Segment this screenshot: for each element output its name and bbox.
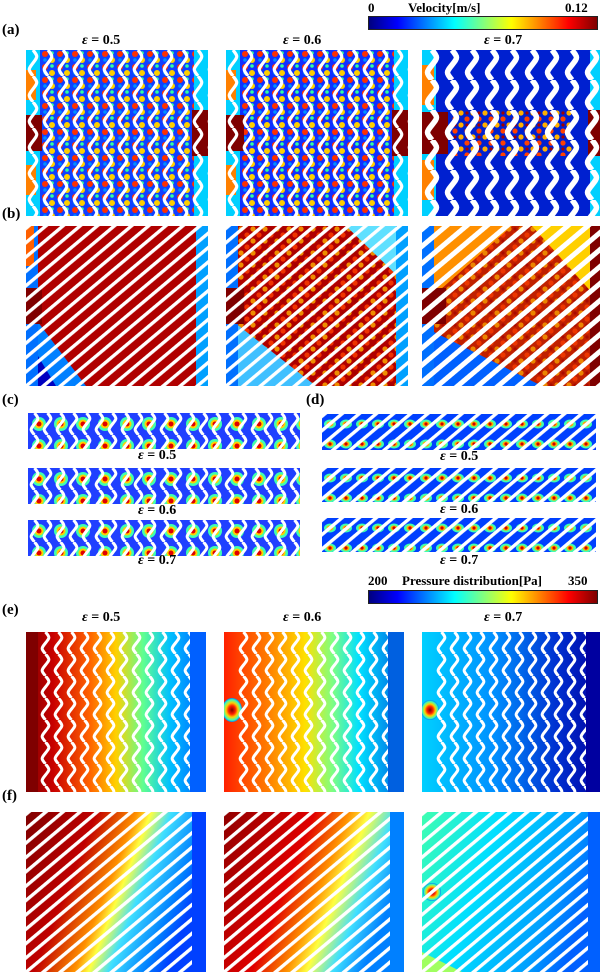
strip-wavy-e06	[28, 468, 300, 504]
pressure-colorbar-min: 200	[368, 573, 388, 588]
eps-label-a1: ε = 0.5	[82, 33, 121, 48]
eps-label-c3: ε = 0.7	[138, 553, 177, 568]
panel-label-b: (b)	[2, 206, 21, 222]
velocity-colorbar-title: Velocity[m/s]	[408, 0, 481, 15]
velocity-colorbar-max: 0.12	[565, 0, 588, 15]
pressure-field-diag-e07	[422, 812, 600, 972]
eps-label-e2: ε = 0.6	[283, 610, 322, 625]
eps-label-d1: ε = 0.5	[440, 449, 479, 464]
pressure-field-diag-e06	[224, 812, 404, 972]
velocity-colorbar	[368, 16, 598, 30]
pressure-field-wavy-e05	[26, 632, 206, 792]
pressure-colorbar-title: Pressure distribution[Pa]	[402, 573, 542, 588]
velocity-colorbar-min: 0	[368, 0, 375, 15]
pressure-colorbar	[368, 590, 598, 604]
panel-label-c: (c)	[2, 392, 19, 408]
velocity-field-wavy-e07	[422, 50, 600, 216]
panel-label-d: (d)	[306, 392, 325, 408]
eps-label-e3: ε = 0.7	[484, 610, 523, 625]
panel-label-f: (f)	[2, 788, 17, 804]
eps-label-e1: ε = 0.5	[82, 610, 121, 625]
eps-label-c1: ε = 0.5	[138, 448, 177, 463]
strip-diag-e07	[322, 518, 596, 552]
eps-label-a2: ε = 0.6	[283, 33, 322, 48]
pressure-field-diag-e05	[26, 812, 206, 972]
eps-label-c2: ε = 0.6	[138, 503, 177, 518]
panel-label-a: (a)	[2, 22, 20, 38]
velocity-field-diag-e06	[226, 226, 408, 386]
strip-wavy-e05	[28, 413, 300, 449]
eps-label-d3: ε = 0.7	[440, 553, 479, 568]
velocity-field-diag-e05	[26, 226, 208, 386]
strip-diag-e06	[322, 468, 596, 502]
eps-label-a3: ε = 0.7	[484, 33, 523, 48]
pressure-field-wavy-e07	[422, 632, 600, 792]
pressure-colorbar-max: 350	[568, 573, 588, 588]
eps-label-d2: ε = 0.6	[440, 502, 479, 517]
velocity-field-wavy-e05	[26, 50, 208, 216]
panel-label-e: (e)	[2, 602, 19, 618]
pressure-field-wavy-e06	[224, 632, 404, 792]
strip-diag-e05	[322, 414, 596, 450]
velocity-field-wavy-e06	[226, 50, 408, 216]
strip-wavy-e07	[28, 520, 300, 556]
velocity-field-diag-e07	[422, 226, 600, 386]
